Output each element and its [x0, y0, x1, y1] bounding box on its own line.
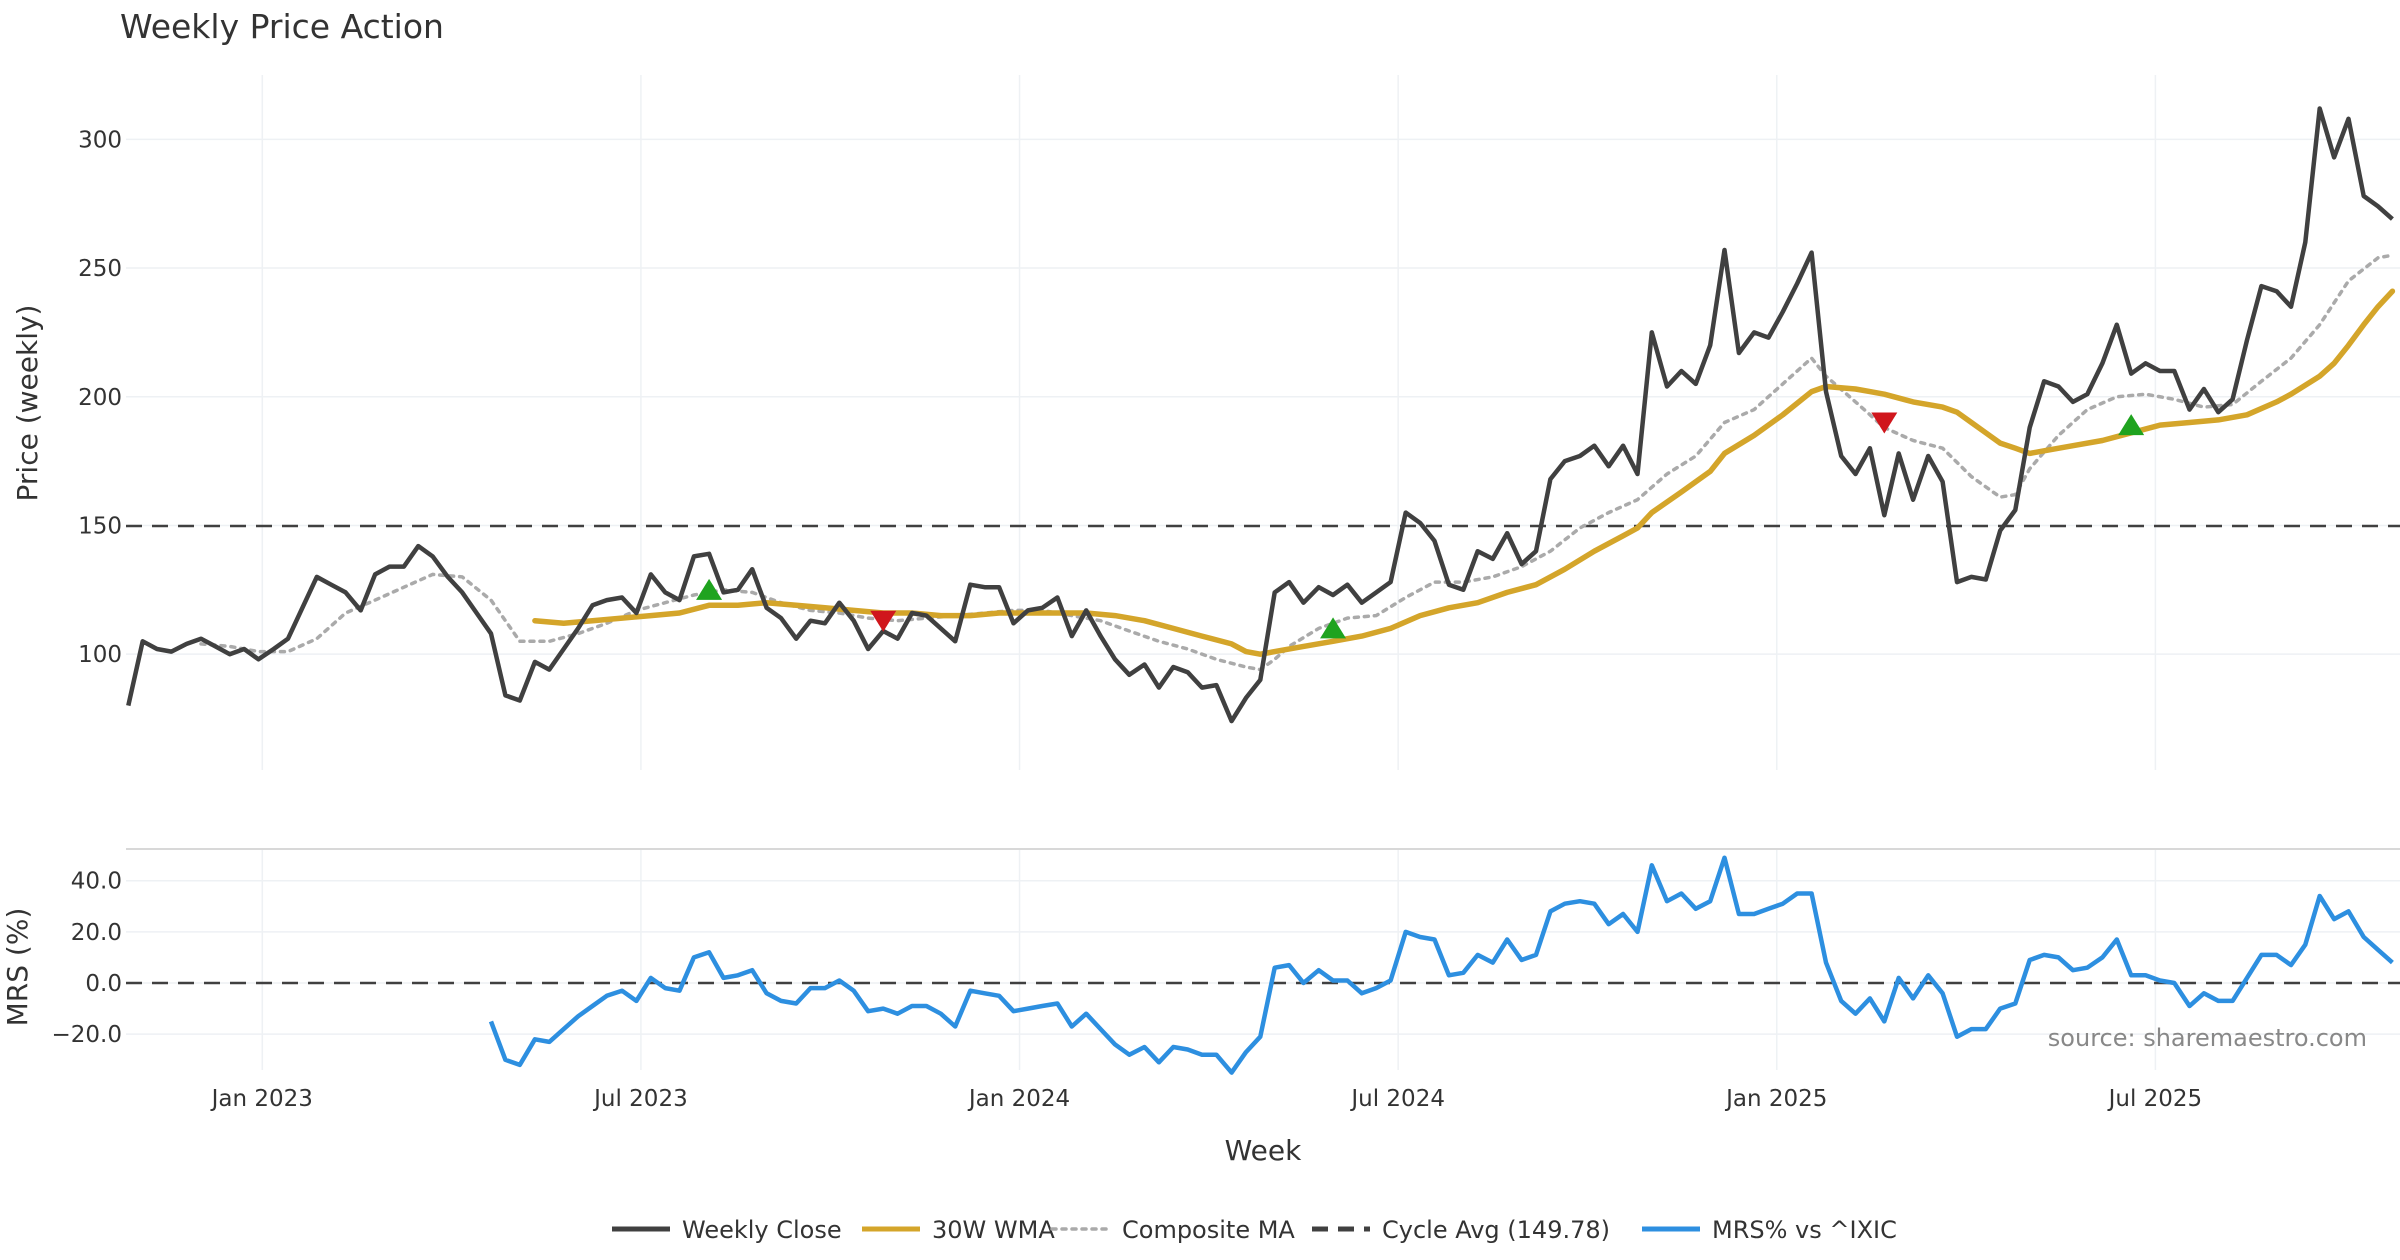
mrs-y-tick-label: 20.0 [71, 920, 122, 946]
buy-signal-marker [1320, 617, 1347, 639]
mrs-y-axis-title: MRS (%) [1, 908, 34, 1027]
legend-label-wma: 30W WMA [932, 1216, 1055, 1244]
mrs-line [488, 855, 2394, 1075]
legend-label-mrs: MRS% vs ^IXIC [1712, 1216, 1897, 1244]
x-tick-label: Jul 2023 [592, 1086, 688, 1112]
weekly-close-line [126, 106, 2394, 724]
chart-title: Weekly Price Action [120, 7, 444, 46]
mrs-y-tick-label: 40.0 [71, 869, 122, 895]
legend: Weekly Close 30W WMA Composite MA Cycle Avg… [612, 1216, 1897, 1244]
price-y-tick-label: 250 [78, 256, 122, 282]
price-y-tick-label: 300 [78, 127, 122, 153]
legend-label-composite: Composite MA [1122, 1216, 1295, 1244]
price-y-tick-label: 200 [78, 385, 122, 411]
wma-30w-line [532, 288, 2396, 657]
price-y-axis-title: Price (weekly) [11, 305, 44, 502]
composite-ma-line [199, 253, 2395, 672]
mrs-y-axis: −20.0 0.0 20.0 40.0 [52, 869, 122, 1048]
legend-label-cycle: Cycle Avg (149.78) [1382, 1216, 1610, 1244]
x-tick-label: Jan 2025 [1724, 1086, 1827, 1112]
price-y-tick-label: 150 [78, 513, 122, 539]
buy-signal-marker [2118, 414, 2145, 436]
mrs-y-tick-label: −20.0 [52, 1022, 122, 1048]
x-tick-label: Jul 2024 [1349, 1086, 1445, 1112]
legend-label-close: Weekly Close [682, 1216, 842, 1244]
buy-signal-marker [696, 578, 723, 600]
x-tick-label: Jul 2025 [2107, 1086, 2203, 1112]
x-tick-label: Jan 2024 [967, 1086, 1070, 1112]
sell-signal-marker [870, 610, 897, 632]
mrs-series-group [126, 855, 2400, 1075]
x-tick-label: Jan 2023 [210, 1086, 313, 1112]
price-y-tick-label: 100 [78, 642, 122, 668]
x-axis-title: Week [1225, 1134, 1302, 1167]
sell-signal-marker [1871, 412, 1898, 434]
price-y-axis: 100 150 200 250 300 [78, 127, 122, 668]
x-axis: Jan 2023 Jul 2023 Jan 2024 Jul 2024 Jan 2025… [210, 1086, 2203, 1112]
mrs-y-tick-label: 0.0 [85, 971, 122, 997]
price-series-group [126, 106, 2400, 724]
source-note: source: sharemaestro.com [2048, 1024, 2367, 1052]
